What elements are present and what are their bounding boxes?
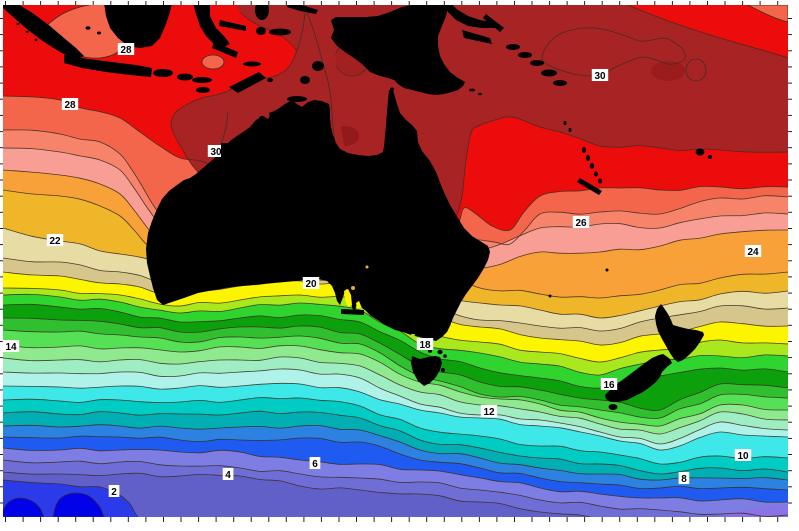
svg-text:26: 26 xyxy=(575,218,587,229)
svg-text:30: 30 xyxy=(594,71,606,82)
svg-text:4: 4 xyxy=(225,470,231,481)
svg-text:28: 28 xyxy=(120,45,132,56)
svg-text:8: 8 xyxy=(681,474,687,485)
svg-text:12: 12 xyxy=(483,407,495,418)
svg-text:20: 20 xyxy=(305,279,317,290)
svg-text:22: 22 xyxy=(49,236,61,247)
svg-text:28: 28 xyxy=(64,100,76,111)
svg-text:10: 10 xyxy=(737,451,749,462)
svg-text:24: 24 xyxy=(747,247,759,258)
svg-text:14: 14 xyxy=(5,342,17,353)
svg-text:6: 6 xyxy=(312,459,318,470)
svg-text:30: 30 xyxy=(210,147,222,158)
svg-text:16: 16 xyxy=(603,380,615,391)
svg-text:18: 18 xyxy=(419,340,431,351)
svg-text:2: 2 xyxy=(111,487,117,498)
